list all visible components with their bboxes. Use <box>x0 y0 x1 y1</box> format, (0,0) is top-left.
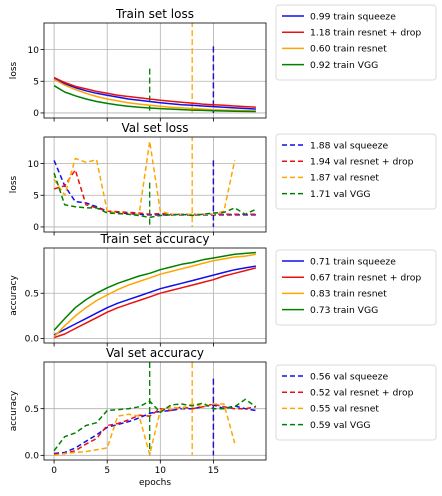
y-axis-label: accuracy <box>9 275 19 316</box>
legend-label: 0.56 val squeeze <box>310 371 388 382</box>
legend: 0.56 val squeeze 0.52 val resnet + drop 0.… <box>275 364 437 441</box>
legend-box <box>275 133 437 210</box>
series-line-vgg <box>53 85 256 113</box>
legend-box <box>275 249 437 326</box>
legend-label: 0.67 train resnet + drop <box>310 273 421 284</box>
x-tick-label: 5 <box>104 466 110 476</box>
legend-label: 0.83 train resnet <box>310 289 387 300</box>
legend-label: 1.18 train resnet + drop <box>310 28 421 39</box>
panel-title: Val set loss <box>121 121 188 135</box>
y-tick-label: 0 <box>33 223 39 233</box>
plot-frame <box>43 136 267 233</box>
y-tick-label: 10 <box>28 46 40 56</box>
legend-label: 0.71 train squeeze <box>310 256 396 267</box>
legend-label: 1.94 val resnet + drop <box>310 157 414 168</box>
series-line-vgg <box>53 251 256 331</box>
x-tick-label: 15 <box>208 466 219 476</box>
series-line-resnet_drop <box>53 76 256 108</box>
chart-panel-1: 0 5 10 Train set loss loss <box>9 7 267 122</box>
legend: 0.99 train squeeze 1.18 train resnet + dr… <box>275 4 437 81</box>
series-line-resnet_drop <box>53 267 257 339</box>
series-line-resnet <box>53 253 257 338</box>
plot-frame <box>43 247 267 344</box>
x-axis-label: epochs <box>139 478 171 488</box>
y-axis-label: accuracy <box>9 390 19 431</box>
plot-frame <box>43 22 267 119</box>
y-axis-label: loss <box>9 175 19 193</box>
legend-label: 0.52 val resnet + drop <box>310 388 414 399</box>
series-line-resnet_drop <box>53 169 256 216</box>
legend-label: 1.88 val squeeze <box>310 140 388 151</box>
series-line-vgg <box>53 172 257 219</box>
y-tick-label: 0.5 <box>25 289 39 299</box>
x-tick-label: 10 <box>155 466 167 476</box>
y-tick-label: 0 <box>33 109 39 119</box>
panel-title: Train set accuracy <box>100 232 210 246</box>
panel-title: Train set loss <box>115 7 194 21</box>
plot-frame <box>43 361 267 461</box>
legend-label: 1.71 val VGG <box>310 189 370 200</box>
legend-label: 1.87 val resnet <box>310 173 379 184</box>
series-line-squeeze <box>53 78 256 110</box>
panel-title: Val set accuracy <box>106 346 204 360</box>
series-line-resnet <box>53 78 256 112</box>
chart-panel-4: 0 5 10 15 0.0 0.5 Val set accuracy accuracy epoc… <box>9 346 267 488</box>
y-axis-label: loss <box>9 61 19 79</box>
legend-label: 0.92 train VGG <box>310 60 378 71</box>
y-tick-label: 5 <box>33 191 39 201</box>
chart-panel-2: 0 5 10 Val set loss loss <box>9 121 267 236</box>
y-tick-label: 0.0 <box>25 335 40 345</box>
legend-label: 0.73 train VGG <box>310 305 378 316</box>
legend-label: 0.55 val resnet <box>310 404 379 415</box>
y-tick-label: 0.0 <box>25 452 40 462</box>
legend: 0.71 train squeeze 0.67 train resnet + dr… <box>275 249 437 326</box>
series-line-squeeze <box>53 265 257 336</box>
legend-box <box>275 4 437 81</box>
x-tick-label: 0 <box>51 466 57 476</box>
y-tick-label: 0.5 <box>25 405 39 415</box>
legend: 1.88 val squeeze 1.94 val resnet + drop 1.… <box>275 133 437 210</box>
series-line-resnet <box>53 403 236 457</box>
chart-panel-3: 0.0 0.5 Train set accuracy accuracy <box>9 232 267 347</box>
legend-box <box>275 364 437 441</box>
legend-label: 0.60 train resnet <box>310 44 387 55</box>
series-line-vgg <box>53 398 257 452</box>
legend-label: 0.99 train squeeze <box>310 11 396 22</box>
y-tick-label: 10 <box>28 160 40 170</box>
legend-label: 0.59 val VGG <box>310 420 370 431</box>
y-tick-label: 5 <box>33 77 39 87</box>
series-line-resnet_drop <box>54 403 257 456</box>
series-line-resnet <box>53 140 236 216</box>
